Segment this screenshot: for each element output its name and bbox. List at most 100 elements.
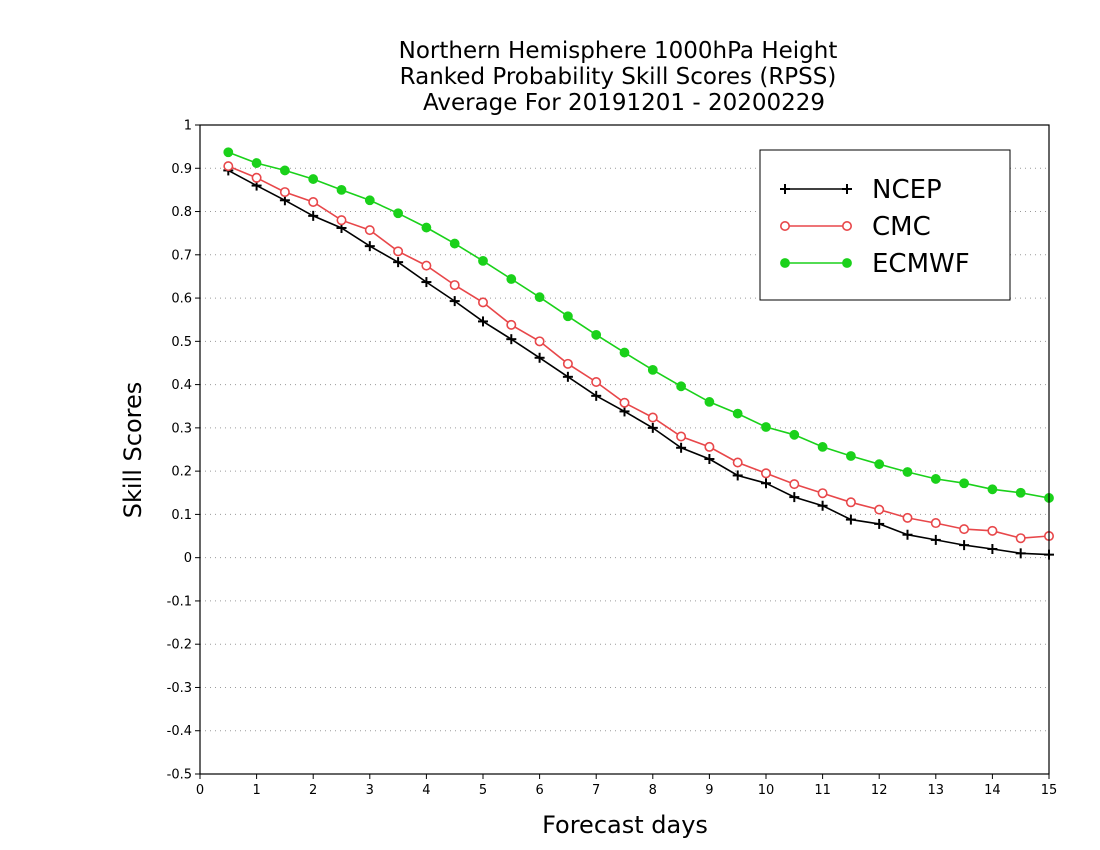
data-point-ecmwf	[732, 408, 743, 419]
y-tick-label: 0.2	[171, 465, 192, 480]
data-point-ncep	[987, 544, 998, 555]
data-point-ecmwf	[789, 429, 800, 440]
data-point-ncep	[1015, 548, 1026, 559]
data-point-ecmwf	[308, 174, 319, 184]
y-tick-label: 0.1	[171, 508, 192, 523]
x-tick-label: 14	[984, 783, 1001, 798]
series-ncep	[223, 165, 1054, 560]
legend-label-ecmwf: ECMWF	[872, 249, 970, 279]
series-ecmwf	[223, 147, 1054, 503]
data-point-ncep	[817, 500, 828, 511]
data-point-ncep	[591, 390, 602, 401]
legend-box	[759, 149, 1011, 301]
data-point-ecmwf	[364, 195, 375, 206]
data-point-ncep	[364, 241, 375, 252]
data-point-ncep	[959, 540, 970, 551]
legend-marker-ecmwf	[780, 258, 790, 268]
data-point-ecmwf	[1015, 487, 1026, 498]
data-point-ecmwf	[676, 381, 686, 392]
x-tick-label: 8	[649, 783, 657, 798]
data-point-ncep	[845, 514, 856, 525]
data-point-ecmwf	[280, 165, 290, 176]
chart-title-line-2: Ranked Probability Skill Scores (RPSS)	[400, 64, 837, 90]
data-point-ncep	[619, 406, 630, 417]
y-tick-label: -0.4	[167, 724, 192, 739]
data-point-ecmwf	[846, 451, 856, 461]
x-tick-label: 7	[592, 783, 600, 798]
data-point-ncep	[789, 492, 800, 503]
data-point-ecmwf	[704, 397, 715, 407]
plot-frame	[199, 124, 1050, 775]
data-point-ecmwf	[930, 474, 941, 484]
data-point-ncep	[732, 470, 743, 481]
data-point-ncep	[449, 296, 460, 307]
data-point-ncep	[534, 352, 545, 363]
data-point-cmc	[789, 479, 800, 490]
y-axis-ticks: 1 0.9 0.8 0.7 0.6 0.5 0.4 0.3 0.2 0.1 0 -0.1 -0.2 -0.…	[167, 119, 200, 783]
data-point-cmc	[732, 457, 743, 468]
data-point-ncep	[874, 518, 885, 529]
legend-marker-cmc	[841, 221, 852, 232]
data-point-ecmwf	[223, 147, 234, 158]
data-point-ecmwf	[421, 222, 432, 233]
legend-marker-ncep	[780, 184, 790, 194]
y-axis-title: Skill Scores	[119, 382, 147, 519]
data-point-cmc	[562, 358, 573, 369]
y-tick-label: 0	[184, 551, 192, 566]
data-point-cmc	[845, 497, 856, 508]
legend-label-ncep: NCEP	[872, 175, 942, 205]
x-axis-title: Forecast days	[542, 811, 708, 839]
x-tick-label: 9	[705, 783, 713, 798]
data-point-cmc	[364, 225, 375, 236]
y-tick-label: 0.5	[171, 335, 192, 350]
y-tick-label: 0.8	[171, 205, 192, 220]
data-point-cmc	[902, 512, 913, 523]
data-point-cmc	[223, 161, 234, 172]
x-tick-label: 1	[252, 783, 260, 798]
data-point-cmc	[760, 468, 771, 479]
data-point-cmc	[534, 336, 545, 347]
data-point-ecmwf	[902, 467, 913, 477]
data-point-cmc	[874, 504, 885, 515]
legend-item-ecmwf: ECMWF	[780, 249, 970, 279]
data-point-ecmwf	[647, 364, 658, 375]
data-point-ncep	[761, 478, 771, 489]
y-tick-label: 1	[184, 119, 192, 134]
data-point-ecmwf	[251, 158, 262, 168]
data-point-ecmwf	[506, 274, 517, 284]
y-tick-label: -0.3	[167, 681, 192, 696]
data-point-cmc	[251, 172, 262, 183]
x-tick-label: 15	[1041, 783, 1058, 798]
y-tick-label: 0.3	[171, 421, 192, 436]
y-tick-label: -0.1	[167, 594, 192, 609]
data-point-ncep	[308, 210, 319, 221]
data-point-ecmwf	[959, 478, 969, 489]
data-point-cmc	[817, 488, 828, 499]
data-point-ecmwf	[534, 292, 545, 303]
x-tick-label: 2	[309, 783, 317, 798]
data-point-cmc	[930, 518, 941, 529]
data-point-cmc	[421, 260, 432, 271]
y-tick-label: 0.6	[171, 292, 192, 307]
y-tick-label: 0.9	[171, 162, 192, 177]
x-tick-label: 10	[758, 783, 775, 798]
data-point-ncep	[421, 277, 432, 288]
y-tick-label: -0.5	[167, 768, 192, 783]
data-point-cmc	[704, 441, 715, 452]
data-point-ecmwf	[393, 208, 404, 219]
data-point-ecmwf	[817, 442, 828, 452]
data-point-cmc	[308, 197, 319, 208]
data-point-cmc	[336, 215, 347, 226]
data-point-ecmwf	[874, 459, 885, 470]
x-tick-label: 0	[196, 783, 204, 798]
legend: NCEP CMC ECMWF	[759, 149, 1011, 301]
y-tick-label: -0.2	[167, 638, 192, 653]
legend-item-ncep: NCEP	[780, 175, 942, 205]
data-point-ncep	[676, 442, 687, 453]
data-point-cmc	[477, 297, 488, 308]
data-point-ecmwf	[563, 311, 573, 322]
data-point-ecmwf	[478, 255, 488, 266]
data-point-cmc	[959, 524, 970, 535]
legend-label-cmc: CMC	[872, 212, 931, 242]
